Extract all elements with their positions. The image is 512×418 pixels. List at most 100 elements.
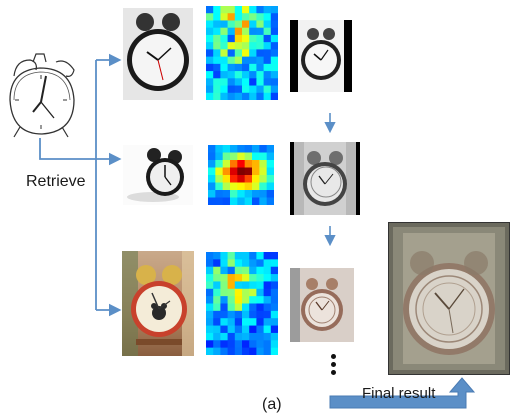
heatmap-cell	[228, 71, 236, 79]
heatmap-cell	[208, 160, 216, 168]
heatmap-cell	[228, 86, 236, 94]
heatmap-cell	[215, 160, 223, 168]
heatmap-cell	[249, 333, 257, 341]
heatmap-cell	[256, 318, 264, 326]
heatmap-cell	[213, 49, 221, 57]
heatmap-cell	[271, 311, 278, 319]
heatmap-cell	[242, 57, 250, 65]
heatmap-cell	[242, 296, 250, 304]
heatmap-cell	[256, 6, 264, 14]
heatmap-cell	[271, 13, 278, 21]
heatmap-cell	[206, 333, 214, 341]
heatmap-cell	[228, 35, 236, 43]
heatmap-cell	[267, 168, 274, 176]
heatmap-cell	[213, 348, 221, 355]
heatmap-cell	[206, 13, 214, 21]
heatmap-cell	[220, 71, 228, 79]
heatmap-cell	[249, 57, 257, 65]
heatmap-cell	[223, 145, 231, 153]
heatmap-cell	[249, 49, 257, 57]
heatmap-cell	[206, 20, 214, 28]
heatmap-cell	[271, 326, 278, 334]
heatmap-cell	[249, 296, 257, 304]
heatmap-cell	[206, 311, 214, 319]
heatmap-cell	[228, 57, 236, 65]
heatmap-cell	[249, 326, 257, 334]
heatmap-cell	[256, 340, 264, 348]
heatmap-cell	[220, 20, 228, 28]
heatmap-cell	[242, 333, 250, 341]
heatmap-cell	[230, 175, 238, 183]
heatmap-cell	[213, 318, 221, 326]
heatmap-cell	[271, 318, 278, 326]
heatmap-cell	[264, 326, 272, 334]
heatmap-cell	[228, 296, 236, 304]
heatmap-cell	[220, 333, 228, 341]
heatmap-cell	[242, 274, 250, 282]
heatmap-cell	[267, 190, 274, 198]
heatmap-cell	[264, 64, 272, 72]
heatmap-cell	[228, 326, 236, 334]
heatmap-cell	[267, 153, 274, 161]
heatmap-cell	[230, 168, 238, 176]
heatmap-cell	[228, 6, 236, 14]
heatmap-cell	[249, 20, 257, 28]
heatmap-cell	[264, 42, 272, 50]
heatmap-3	[206, 252, 278, 355]
heatmap-cell	[259, 175, 267, 183]
heatmap-cell	[242, 326, 250, 334]
heatmap-cell	[264, 296, 272, 304]
retrieved-photo-3	[122, 251, 194, 356]
heatmap-cell	[235, 42, 243, 50]
heatmap-cell	[264, 304, 272, 312]
heatmap-cell	[228, 274, 236, 282]
heatmap-cell	[237, 198, 245, 206]
heatmap-cell	[208, 183, 216, 191]
heatmap-cell	[252, 160, 260, 168]
heatmap-cell	[213, 340, 221, 348]
heatmap-cell	[256, 42, 264, 50]
heatmap-cell	[206, 6, 214, 14]
heatmap-cell	[213, 274, 221, 282]
heatmap-cell	[213, 20, 221, 28]
heatmap-cell	[264, 6, 272, 14]
heatmap-cell	[256, 252, 264, 260]
heatmap-cell	[264, 281, 272, 289]
heatmap-cell	[215, 183, 223, 191]
heatmap-cell	[237, 190, 245, 198]
heatmap-cell	[208, 145, 216, 153]
heatmap-cell	[242, 311, 250, 319]
heatmap-cell	[220, 296, 228, 304]
heatmap-cell	[206, 304, 214, 312]
heatmap-cell	[252, 175, 260, 183]
heatmap-cell	[256, 78, 264, 86]
heatmap-cell	[264, 252, 272, 260]
heatmap-cell	[249, 304, 257, 312]
heatmap-cell	[256, 333, 264, 341]
heatmap-cell	[249, 78, 257, 86]
heatmap-cell	[223, 183, 231, 191]
heatmap-cell	[228, 20, 236, 28]
heatmap-1	[206, 6, 278, 100]
heatmap-cell	[220, 93, 228, 100]
heatmap-cell	[256, 348, 264, 355]
heatmap-cell	[264, 93, 272, 100]
heatmap-cell	[249, 28, 257, 36]
heatmap-cell	[249, 86, 257, 94]
heatmap-cell	[215, 153, 223, 161]
heatmap-cell	[235, 333, 243, 341]
heatmap-cell	[220, 274, 228, 282]
heatmap-cell	[264, 289, 272, 297]
heatmap-cell	[271, 28, 278, 36]
heatmap-cell	[271, 267, 278, 275]
heatmap-cell	[228, 49, 236, 57]
heatmap-cell	[256, 20, 264, 28]
heatmap-cell	[213, 28, 221, 36]
heatmap-cell	[206, 267, 214, 275]
heatmap-cell	[249, 93, 257, 100]
heatmap-cell	[208, 198, 216, 206]
heatmap-cell	[242, 259, 250, 267]
heatmap-cell	[228, 348, 236, 355]
heatmap-cell	[245, 153, 253, 161]
heatmap-cell	[213, 93, 221, 100]
